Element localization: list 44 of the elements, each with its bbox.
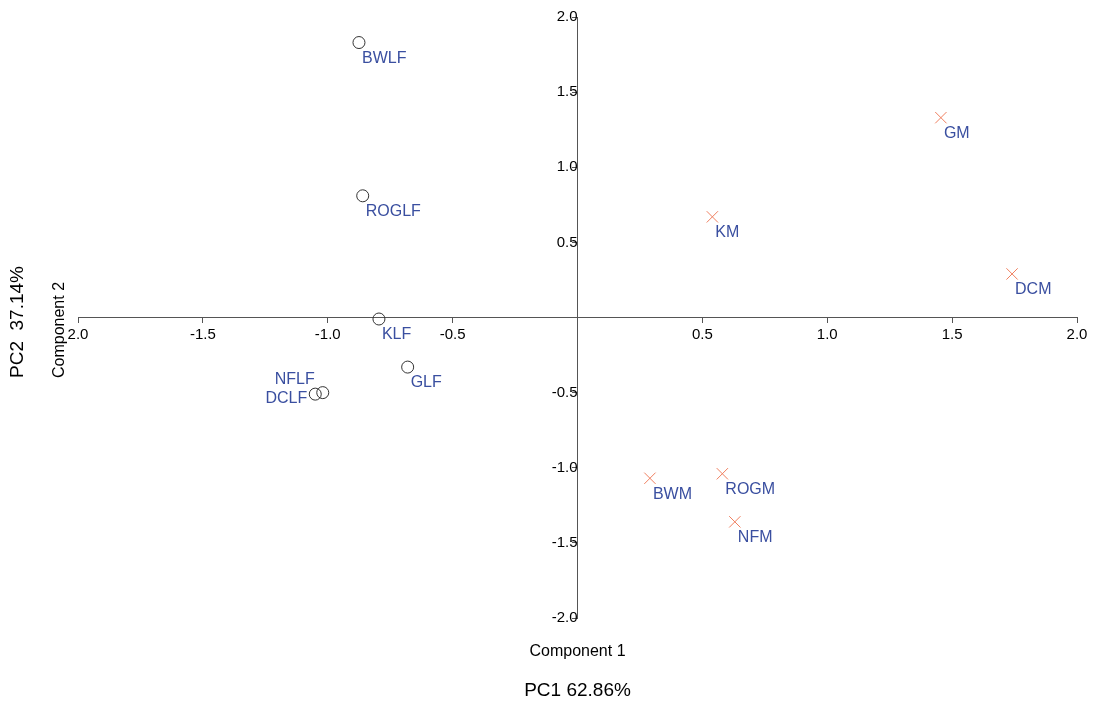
y-tick-label: 0.5 [556, 232, 578, 250]
point [706, 210, 719, 223]
annotation: KM [715, 223, 740, 241]
point [352, 36, 366, 50]
x-tick-label: 2.0 [1066, 324, 1088, 342]
point [356, 189, 370, 203]
point [643, 472, 657, 485]
y-axis-title: Component 2 [50, 281, 68, 379]
x-tick-label: 1.5 [941, 324, 963, 342]
y-tick-label: 1.5 [556, 82, 578, 100]
text: PC1 62.86% [524, 679, 631, 701]
y-tick-label: -1.5 [551, 533, 578, 551]
annotation: GLF [410, 373, 443, 391]
y-tick-label: -1.0 [551, 457, 578, 475]
x-tick-label: 1.0 [816, 324, 838, 342]
annotation: BWM [652, 484, 693, 502]
point [728, 515, 741, 528]
x-tick-label: -1.0 [314, 324, 341, 342]
annotation: NFM [737, 528, 773, 546]
annotation: KLF [381, 325, 412, 343]
x-tick-label: 2.0 [67, 324, 89, 342]
y-tick-label: 1.0 [556, 157, 578, 175]
annotation: ROGM [725, 480, 776, 498]
annotation: GM [943, 124, 970, 142]
y-tick-label: 2.0 [556, 7, 578, 25]
point [716, 467, 729, 480]
point [1005, 267, 1019, 281]
x-tick-label: -1.5 [189, 324, 216, 342]
point [401, 360, 415, 374]
y-tick-label: -2.0 [551, 608, 578, 626]
annotation: DCLF [265, 388, 308, 406]
point [372, 312, 386, 326]
text: PC2 37.14% [6, 265, 28, 378]
x-tick-label: -0.5 [439, 324, 466, 342]
annotation: BWLF [361, 48, 407, 66]
annotation: NFLF [274, 370, 315, 388]
annotation: DCM [1015, 280, 1052, 298]
point [308, 387, 322, 401]
x-tick-label: 0.5 [691, 324, 713, 342]
point [934, 111, 948, 124]
x-axis-title: Component 1 [529, 642, 626, 660]
annotation: ROGLF [365, 202, 422, 220]
y-tick-label: -0.5 [551, 382, 578, 400]
point [316, 386, 330, 400]
